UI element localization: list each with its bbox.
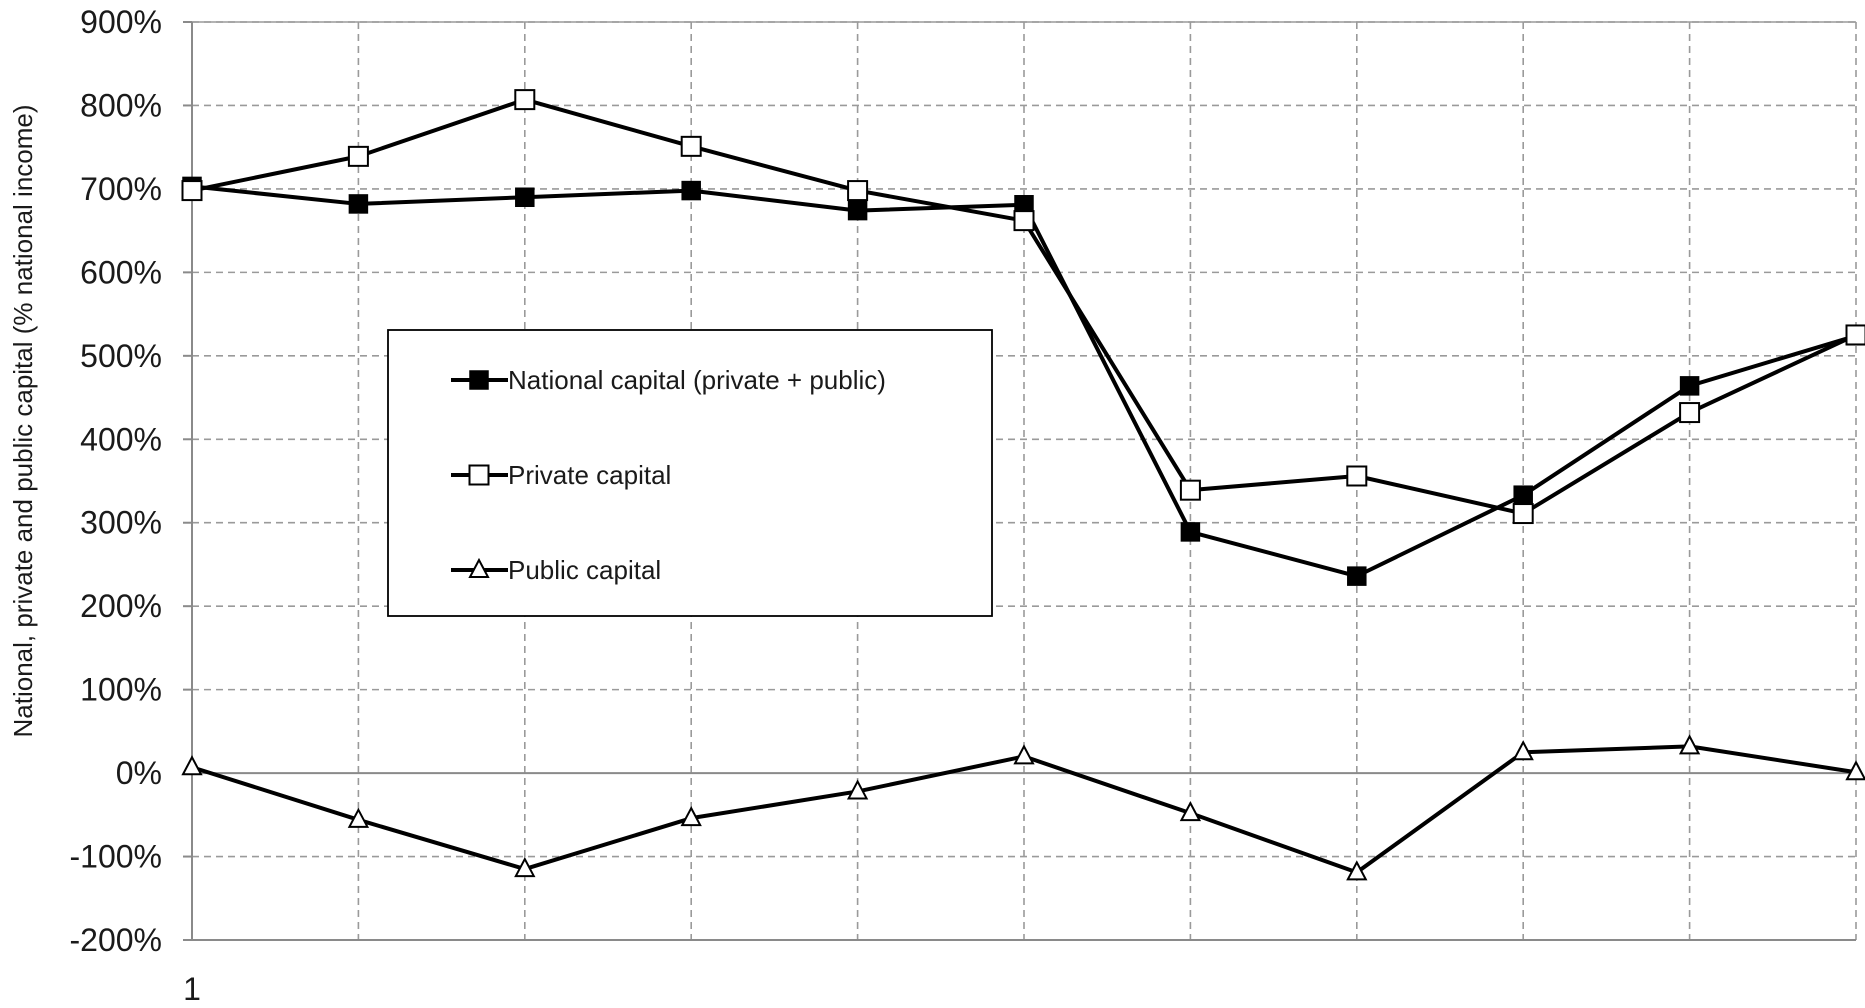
y-tick-label: 700%	[80, 171, 162, 207]
legend-label: National capital (private + public)	[508, 365, 886, 395]
axes	[183, 21, 1856, 941]
data-point	[681, 180, 701, 201]
data-point	[1013, 744, 1035, 765]
y-axis-title: National, private and public capital (% …	[8, 104, 38, 737]
data-point	[1513, 485, 1533, 505]
legend-marker	[469, 370, 489, 390]
data-point	[348, 194, 369, 214]
y-tick-label: 100%	[80, 672, 162, 708]
y-tick-label: -100%	[70, 839, 163, 875]
data-point	[847, 180, 869, 202]
y-tick-label: 200%	[80, 588, 162, 624]
data-point	[1013, 210, 1035, 232]
data-point	[1679, 402, 1701, 424]
data-point	[181, 755, 203, 776]
y-tick-label: 400%	[80, 421, 162, 457]
data-point	[1179, 801, 1202, 822]
data-point	[514, 89, 536, 111]
data-point	[181, 180, 203, 202]
data-point	[347, 807, 370, 828]
legend: National capital (private + public) Priva…	[387, 329, 993, 617]
data-point	[515, 187, 535, 208]
y-tick-label: 0%	[116, 755, 162, 791]
y-tick-label: 500%	[80, 338, 162, 374]
y-tick-labels: -200% -100% 0% 100% 200% 300% 400% 500% 600% 700%…	[70, 4, 163, 958]
x-tick-labels: 1	[183, 971, 201, 1007]
series-layer	[181, 89, 1865, 881]
data-point	[1347, 566, 1367, 586]
data-point	[680, 135, 702, 157]
x-tick-label: 1	[183, 971, 201, 1007]
y-tick-label: -200%	[70, 922, 163, 958]
data-point	[1845, 324, 1865, 346]
y-tick-label: 600%	[80, 254, 162, 290]
y-tick-label: 800%	[80, 87, 162, 123]
data-point	[1512, 503, 1534, 525]
data-point	[680, 806, 702, 827]
data-point	[847, 200, 868, 221]
data-point	[1678, 734, 1701, 755]
data-point	[1845, 760, 1865, 781]
y-tick-label: 300%	[80, 505, 162, 541]
legend-marker	[468, 464, 490, 486]
data-point	[1346, 860, 1368, 881]
legend-marker	[468, 557, 490, 578]
data-point	[1679, 376, 1700, 396]
data-point	[1180, 522, 1201, 542]
data-point	[347, 145, 369, 167]
data-point	[846, 779, 869, 800]
data-point	[1512, 740, 1534, 761]
data-point	[514, 856, 536, 878]
legend-label: Private capital	[508, 460, 671, 490]
legend-label: Public capital	[508, 555, 661, 585]
data-point	[1346, 465, 1368, 487]
y-tick-label: 900%	[80, 4, 162, 40]
data-point	[1179, 479, 1201, 501]
